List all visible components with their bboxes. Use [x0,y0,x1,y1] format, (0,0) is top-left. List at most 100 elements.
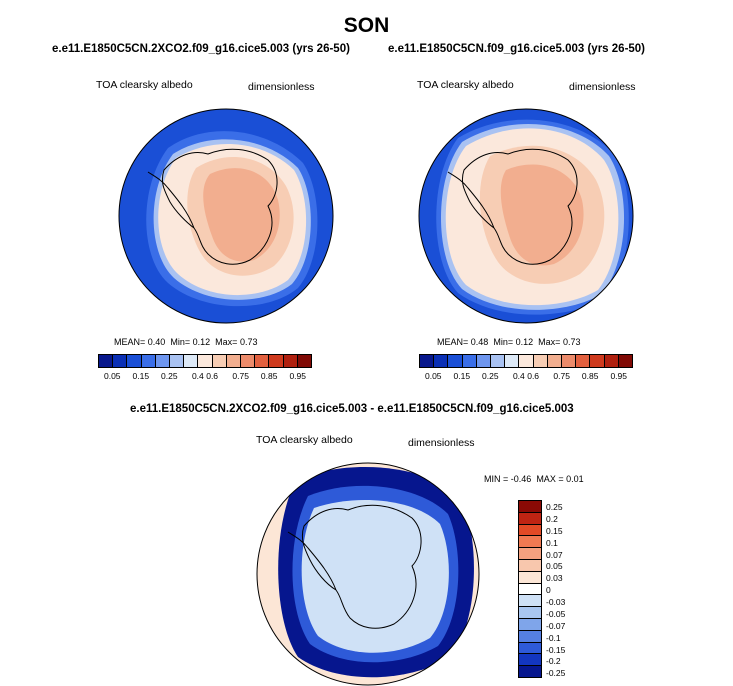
colorbar-swatch [519,654,541,667]
diff-title: e.e11.E1850C5CN.2XCO2.f09_g16.cice5.003 … [130,403,574,415]
diff-colorbar-ticks: 0.25 0.2 0.15 0.1 0.07 0.05 0.03 0 -0.03 -0.05 -0.… [546,500,586,678]
panel2-map [418,108,634,324]
colorbar-swatch [170,355,185,367]
antarctica-coastline [147,148,278,265]
colorbar-tick-label: 0.15 [453,371,471,381]
colorbar-tick-label: 0.2 [546,513,558,524]
panel2-variable: TOA clearsky albedo [417,79,514,91]
colorbar-swatch [283,355,298,367]
colorbar-swatch [618,355,633,367]
colorbar-swatch [448,355,463,367]
colorbar-swatch [590,355,605,367]
colorbar-swatch [113,355,128,367]
colorbar-swatch [519,583,541,596]
colorbar-tick-label: 0.6 [527,371,540,381]
colorbar-tick-label: -0.03 [546,597,566,608]
colorbar-swatch [434,355,449,367]
colorbar-swatch [420,355,435,367]
colorbar-swatch [519,607,541,619]
colorbar-tick-label: -0.05 [546,608,566,619]
colorbar-swatch [491,355,506,367]
colorbar-tick-label: 0.75 [232,371,249,381]
colorbar-swatch [519,512,541,525]
colorbar-swatch [505,355,520,367]
colorbar-tick-label: 0.05 [424,371,442,381]
colorbar-swatch [519,642,541,655]
colorbar-tick-label: 0 [546,585,551,596]
colorbar-tick-label: -0.1 [546,632,561,643]
colorbar-swatch [562,355,577,367]
map-boundary [118,108,334,324]
colorbar-tick-label: 0.85 [581,371,599,381]
colorbar-tick-label: 0.25 [161,371,178,381]
colorbar-tick-label: 0.05 [546,561,563,572]
colorbar-tick-label: -0.25 [546,668,566,679]
colorbar-tick-label: 0.05 [103,371,121,381]
colorbar-swatch [99,355,114,367]
panel2-units: dimensionless [569,81,636,93]
colorbar-swatch [519,355,534,367]
colorbar-swatch [519,666,541,677]
panel1-variable: TOA clearsky albedo [96,79,193,91]
diff-variable: TOA clearsky albedo [256,434,353,446]
diff-stats: MIN = -0.46 MAX = 0.01 [484,474,584,484]
colorbar-tick-label: 0.25 [482,371,499,381]
colorbar-tick-label: 0.1 [546,537,558,548]
ice-sheet-interior [203,168,280,262]
colorbar-swatch [269,355,284,367]
colorbar-swatch [297,355,312,367]
colorbar-swatch [519,595,541,608]
panel2-colorbar: 0.05 0.15 0.25 0.4 0.6 0.75 0.85 0.95 [419,354,633,383]
colorbar-tick-label: 0.75 [553,371,570,381]
colorbar-swatch [519,536,541,549]
diff-map [256,462,480,686]
colorbar-tick-label: 0.15 [546,525,563,536]
colorbar-swatch [462,355,477,367]
diff-units: dimensionless [408,437,475,449]
colorbar-swatch [519,524,541,537]
colorbar-swatch [519,571,541,584]
colorbar-swatch [576,355,591,367]
antarctica-coastline [287,504,422,629]
weak-change-zone [301,500,449,653]
colorbar-tick-label: 0.4 [191,371,204,381]
colorbar-swatch [519,618,541,631]
colorbar-tick-label: -0.2 [546,656,561,667]
colorbar-tick-label: 0.25 [546,502,563,513]
colorbar-swatch [141,355,156,367]
panel1-map [118,108,334,324]
colorbar-tick-label: 0.4 [512,371,525,381]
colorbar-tick-label: 0.03 [546,573,563,584]
panel2-stats: MEAN= 0.48 Min= 0.12 Max= 0.73 [437,337,581,347]
colorbar-swatch [604,355,619,367]
colorbar-swatch [533,355,548,367]
colorbar-swatch [519,548,541,560]
colorbar-swatch [519,501,541,513]
colorbar-swatch [184,355,199,367]
panel1-title: e.e11.E1850C5CN.2XCO2.f09_g16.cice5.003 … [52,43,350,55]
panel2-title: e.e11.E1850C5CN.f09_g16.cice5.003 (yrs 2… [388,43,646,55]
panel1-stats: MEAN= 0.40 Min= 0.12 Max= 0.73 [114,337,258,347]
ice-sheet-interior [500,164,584,266]
colorbar-swatch [155,355,171,367]
colorbar-tick-label: -0.07 [546,620,566,631]
colorbar-tick-label: 0.95 [289,371,306,381]
colorbar-tick-label: -0.15 [546,644,566,655]
colorbar-swatch [255,355,270,367]
map-boundary [256,462,480,686]
colorbar-swatch [226,355,242,367]
colorbar-swatch [127,355,142,367]
season-title: SON [343,14,390,37]
colorbar-swatch [476,355,492,367]
colorbar-tick-label: 0.85 [260,371,278,381]
panel1-colorbar: 0.05 0.15 0.25 0.4 0.6 0.75 0.85 0.95 [98,354,312,383]
colorbar-swatch [241,355,256,367]
colorbar-tick-label: 0.6 [206,371,219,381]
panel1-units: dimensionless [248,81,315,93]
map-boundary [418,108,634,324]
colorbar-swatch [198,355,213,367]
diff-colorbar [518,500,542,678]
colorbar-swatch [519,630,541,643]
colorbar-tick-label: 0.95 [610,371,627,381]
antarctica-coastline [447,148,578,265]
